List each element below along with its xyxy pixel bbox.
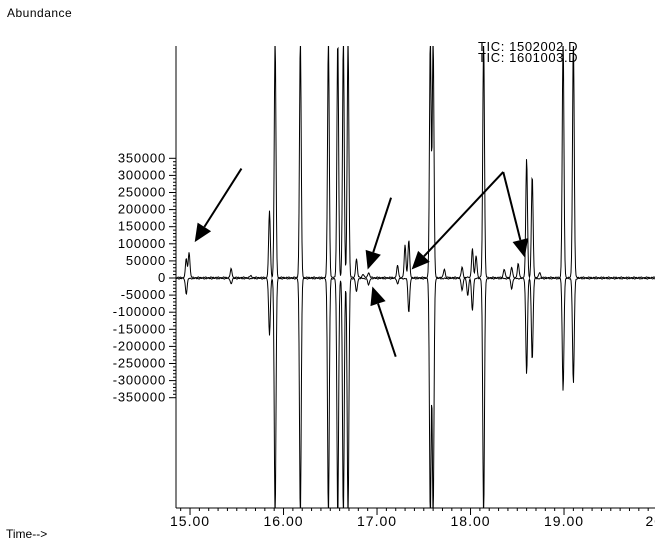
y-tick-label: -50000 bbox=[121, 287, 166, 302]
series-group bbox=[176, 46, 655, 508]
x-tick-label: 15.00 bbox=[170, 513, 210, 529]
annotation-arrow-shaft bbox=[377, 303, 397, 357]
y-tick-label: 200000 bbox=[118, 202, 166, 217]
y-tick-label: -350000 bbox=[113, 390, 166, 405]
y-tick-label: -150000 bbox=[113, 321, 166, 336]
y-tick-label: -250000 bbox=[113, 356, 166, 371]
annotation-arrow-head bbox=[512, 238, 529, 258]
x-tick-label: 19.00 bbox=[544, 513, 584, 529]
annotation-arrows bbox=[194, 168, 529, 357]
x-tick-label: 17.00 bbox=[357, 513, 397, 529]
y-tick-label: -200000 bbox=[113, 338, 166, 353]
x-tick-label: 18.00 bbox=[451, 513, 491, 529]
annotation-arrow-head bbox=[411, 250, 430, 270]
annotation-arrow-head bbox=[370, 286, 386, 307]
annotation-arrow-shaft bbox=[203, 168, 243, 228]
x-axis-ticks: 15.00 16.00 17.00 18.00 19.00 20 bbox=[170, 508, 655, 529]
annotation-arrow-shaft bbox=[423, 171, 504, 258]
y-tick-label: 350000 bbox=[118, 150, 166, 165]
y-tick-label: 50000 bbox=[126, 253, 166, 268]
x-tick-label: 16.00 bbox=[264, 513, 304, 529]
legend-entry-1601003: TIC: 1601003.D bbox=[478, 50, 578, 65]
annotation-arrow-head bbox=[365, 249, 381, 270]
series-line-1502002 bbox=[176, 46, 655, 280]
y-tick-label: 100000 bbox=[118, 236, 166, 251]
y-axis-label: Abundance bbox=[7, 6, 72, 20]
y-tick-label: 0 bbox=[158, 270, 166, 285]
y-axis-ticks: 350000 300000 250000 200000 150000 100000 5000… bbox=[113, 150, 176, 405]
y-tick-label: 150000 bbox=[118, 219, 166, 234]
y-tick-label: 300000 bbox=[118, 167, 166, 182]
annotation-arrow-shaft bbox=[372, 197, 393, 253]
y-tick-label: -300000 bbox=[113, 373, 166, 388]
annotation-arrow-head bbox=[194, 222, 212, 243]
x-axis-label: Time--> bbox=[6, 527, 47, 540]
annotation-arrow-shaft bbox=[502, 171, 522, 241]
x-tick-label: 20 bbox=[646, 513, 655, 529]
series-line-1601003 bbox=[176, 277, 655, 508]
y-tick-label: 250000 bbox=[118, 185, 166, 200]
legend-entry-1502002: TIC: 1502002.D bbox=[478, 39, 578, 54]
y-tick-label: -100000 bbox=[113, 304, 166, 319]
